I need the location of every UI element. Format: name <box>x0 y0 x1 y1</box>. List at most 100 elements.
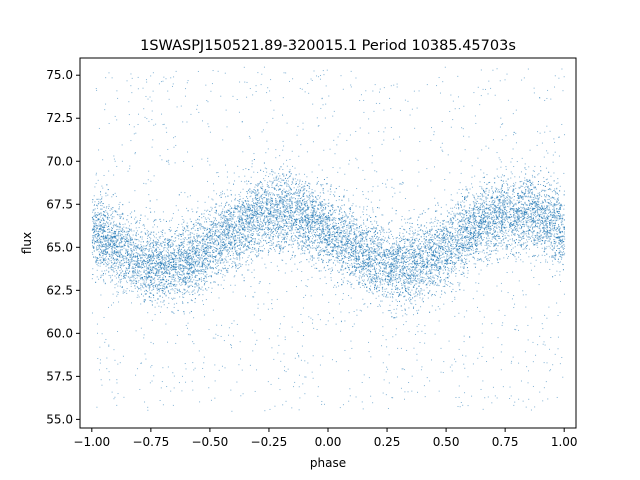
data-point <box>272 219 274 221</box>
data-point <box>390 270 392 272</box>
data-point <box>91 201 93 203</box>
data-point <box>517 209 519 211</box>
data-point <box>291 202 293 204</box>
data-point <box>98 228 100 230</box>
data-point <box>231 267 233 269</box>
data-point <box>503 198 505 200</box>
data-point <box>110 214 112 216</box>
data-point <box>173 260 175 262</box>
data-point <box>275 232 277 234</box>
data-point <box>395 253 397 255</box>
data-point <box>445 246 447 248</box>
data-point <box>450 231 452 233</box>
data-point <box>210 275 212 277</box>
data-point <box>413 269 415 271</box>
data-point <box>277 222 279 224</box>
data-point <box>384 275 386 277</box>
data-point <box>555 243 557 245</box>
data-point <box>505 207 507 209</box>
data-point <box>379 305 381 307</box>
data-point <box>435 204 437 206</box>
data-point <box>161 245 163 247</box>
data-point <box>218 205 220 207</box>
data-point <box>196 245 198 247</box>
data-point <box>156 262 158 264</box>
data-point <box>96 246 98 248</box>
data-point <box>166 268 168 270</box>
data-point <box>148 265 150 267</box>
data-point <box>314 267 316 269</box>
data-point <box>138 240 140 242</box>
data-point <box>195 221 197 223</box>
data-point <box>506 218 508 220</box>
data-point <box>135 263 137 265</box>
data-point <box>311 189 313 191</box>
data-point <box>499 159 501 161</box>
data-point <box>280 178 282 180</box>
data-point <box>376 228 378 230</box>
data-point <box>217 237 219 239</box>
data-point <box>418 245 420 247</box>
data-point <box>103 238 105 240</box>
data-point <box>524 196 526 198</box>
data-point <box>431 276 433 278</box>
data-point <box>551 204 552 206</box>
data-point <box>176 266 178 268</box>
data-point <box>491 188 493 190</box>
data-point <box>528 232 530 234</box>
data-point <box>282 206 284 208</box>
data-point <box>134 255 136 257</box>
data-point <box>561 239 563 241</box>
data-point <box>516 209 518 211</box>
data-point <box>298 191 300 193</box>
data-point <box>347 245 349 247</box>
data-point <box>103 225 105 227</box>
data-point <box>355 240 357 242</box>
data-point <box>264 210 266 212</box>
data-point <box>492 190 493 192</box>
data-point <box>422 265 424 267</box>
data-point <box>458 221 460 223</box>
data-point <box>504 207 506 209</box>
data-point <box>371 248 373 250</box>
data-point <box>342 261 344 263</box>
data-point <box>461 227 463 229</box>
data-point <box>177 281 179 283</box>
data-point <box>417 278 418 280</box>
data-point <box>431 282 433 284</box>
data-point <box>148 259 150 261</box>
data-point <box>541 210 543 212</box>
data-point <box>411 263 413 265</box>
data-point <box>375 243 377 245</box>
data-point <box>349 237 351 239</box>
data-point <box>517 219 519 221</box>
data-point <box>184 278 186 280</box>
data-point <box>292 240 294 242</box>
data-point <box>165 295 167 297</box>
data-point <box>189 218 191 220</box>
data-point <box>192 232 194 234</box>
data-point <box>282 214 284 216</box>
data-point <box>540 262 542 264</box>
data-point <box>134 239 136 241</box>
data-point <box>212 246 214 248</box>
data-point <box>201 217 203 219</box>
data-point <box>373 278 375 280</box>
data-point <box>266 185 268 187</box>
data-point <box>301 228 303 230</box>
data-point <box>488 209 490 211</box>
data-point <box>492 191 494 193</box>
data-point <box>190 284 192 286</box>
data-point <box>122 277 124 279</box>
data-point <box>429 283 431 285</box>
data-point <box>221 221 223 223</box>
data-point <box>545 259 547 261</box>
data-point <box>232 230 234 232</box>
data-point <box>413 248 415 250</box>
data-point <box>306 176 308 178</box>
data-point <box>297 204 299 206</box>
data-point <box>239 240 241 242</box>
data-point <box>420 279 422 281</box>
data-point <box>543 205 545 207</box>
data-point <box>223 225 225 227</box>
